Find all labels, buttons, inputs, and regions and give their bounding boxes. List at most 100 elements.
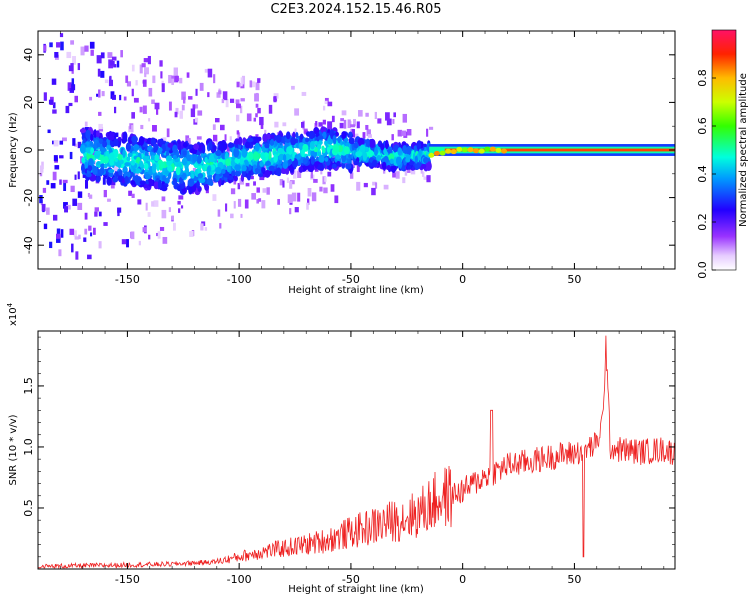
spectrogram-noise-cell — [102, 177, 106, 185]
spectrogram-band-cell — [197, 173, 204, 179]
spectrogram-noise-cell — [324, 176, 327, 182]
spectrogram-band-cell — [93, 129, 97, 138]
spectrogram-noise-cell — [322, 176, 326, 185]
spectrogram-band-cell — [172, 154, 178, 160]
spectrogram-band-cell — [372, 159, 377, 167]
spectrogram-band-cell — [316, 140, 323, 146]
spectrogram-band-cell — [196, 180, 200, 189]
spectrogram-band-cell — [198, 177, 206, 184]
spectrogram-band-cell — [204, 156, 208, 164]
spectrogram-noise-cell — [268, 104, 273, 114]
spectrogram-noise-cell — [307, 188, 312, 197]
spectrogram-band-cell — [254, 136, 259, 143]
spectrogram-noise-cell — [66, 204, 71, 210]
spectrogram-band-cell — [264, 142, 270, 149]
spectrogram-band-cell — [225, 158, 231, 167]
spectrogram-noise-cell — [179, 77, 183, 84]
spectrogram-noise-cell — [98, 241, 102, 249]
spectrogram-band-cell — [193, 143, 200, 150]
spectrogram-noise-cell — [322, 119, 326, 125]
spectrogram-band-cell — [233, 140, 240, 145]
spectrogram-noise-cell — [123, 96, 127, 101]
spectrogram-band-cell — [365, 138, 370, 148]
spectrogram-noise-cell — [244, 199, 249, 209]
spectrogram-noise-cell — [236, 81, 240, 88]
spectrogram-band-cell — [364, 146, 370, 153]
spectrogram-noise-cell — [168, 101, 172, 111]
spectrogram-noise-cell — [190, 108, 196, 118]
spectrogram-noise-cell — [39, 165, 44, 173]
spectrogram-noise-cell — [258, 198, 262, 202]
spectrogram-noise-cell — [289, 181, 293, 189]
spectrogram-band-cell — [227, 175, 234, 181]
spectrogram-band-cell — [113, 138, 119, 147]
spectrogram-noise-cell — [225, 203, 228, 212]
spectrogram-noise-cell — [319, 186, 323, 192]
spectrogram-noise-cell — [402, 113, 408, 123]
spectrogram-noise-cell — [255, 82, 260, 91]
spectrogram-band-cell — [282, 154, 287, 163]
y-tick-label: 20 — [22, 95, 35, 109]
spectrogram-band-cell — [109, 159, 115, 166]
spectrogram-band-cell — [268, 150, 272, 160]
spectrogram-noise-cell — [144, 67, 149, 75]
spectrogram-noise-cell — [161, 196, 166, 202]
snr-panel: -150 -100 -50 0 50 0.5 1.0 1.5 Height of straig… — [6, 302, 676, 595]
spectrogram-noise-cell — [356, 121, 360, 129]
spectrogram-noise-cell — [68, 102, 73, 107]
spectrogram-noise-cell — [56, 42, 61, 48]
spectrogram-noise-cell — [246, 113, 252, 122]
spectrogram-band-cell — [317, 135, 324, 140]
x-tick-label: 50 — [567, 573, 581, 586]
spectrogram-noise-cell — [426, 128, 429, 137]
spectrogram-band-cell — [172, 144, 178, 154]
spectrogram-noise-cell — [52, 140, 55, 145]
spectrogram-noise-cell — [229, 136, 232, 142]
spectrogram-noise-cell — [113, 106, 117, 114]
spectrogram-band-cell — [102, 140, 108, 148]
x-tick-label: -50 — [342, 273, 360, 286]
spectrogram-noise-cell — [50, 183, 56, 189]
spectrogram-noise-cell — [294, 128, 297, 134]
spectrogram-noise-cell — [98, 89, 101, 98]
spectrogram-noise-cell — [347, 119, 351, 129]
spectrogram-noise-cell — [320, 171, 323, 175]
spectrogram-noise-cell — [46, 207, 50, 215]
spectrogram-noise-cell — [89, 96, 93, 101]
spectrogram-band-cell — [286, 146, 291, 153]
spectrogram-noise-cell — [392, 118, 395, 124]
spectrogram-noise-cell — [404, 169, 408, 176]
spectrogram-noise-cell — [54, 51, 59, 58]
spectrogram-band-cell — [177, 143, 182, 151]
spectrogram-band-cell — [182, 142, 188, 148]
spectrogram-band-cell — [301, 148, 305, 158]
spectrogram-noise-cell — [392, 172, 397, 178]
colorbar-label: Normalized spectral amplitude — [738, 73, 749, 227]
spectrogram-noise-cell — [181, 91, 186, 100]
y-tick-label: 40 — [22, 48, 35, 62]
spectrogram-noise-cell — [213, 74, 216, 84]
spectrogram-noise-cell — [365, 112, 369, 117]
spectrogram-noise-cell — [253, 117, 257, 122]
spectrogram-noise-cell — [142, 227, 147, 233]
spectrogram-band-cell — [284, 167, 290, 175]
spectrogram-band-cell — [414, 161, 421, 170]
snr-frame — [37, 330, 676, 570]
spectrogram-noise-cell — [385, 112, 390, 121]
spectrogram-band-cell — [122, 137, 128, 143]
spectrogram-noise-cell — [137, 199, 142, 205]
spectrogram-noise-cell — [100, 52, 105, 59]
spectrogram-band-cell — [90, 147, 95, 154]
spectrogram-noise-cell — [113, 64, 117, 68]
spectrogram-noise-cell — [98, 111, 102, 116]
spectrogram-noise-cell — [159, 226, 165, 231]
spectrogram-band-cell — [79, 128, 87, 134]
spectrogram-noise-cell — [366, 129, 371, 136]
spectrogram-noise-cell — [77, 171, 80, 180]
x-tick-label: -150 — [115, 273, 140, 286]
spectrogram-noise-cell — [235, 114, 240, 122]
spectrogram-noise-cell — [161, 209, 167, 219]
spectrogram-band-cell — [221, 168, 226, 174]
spectrogram-noise-cell — [71, 243, 74, 253]
spectrogram-noise-cell — [145, 202, 148, 211]
